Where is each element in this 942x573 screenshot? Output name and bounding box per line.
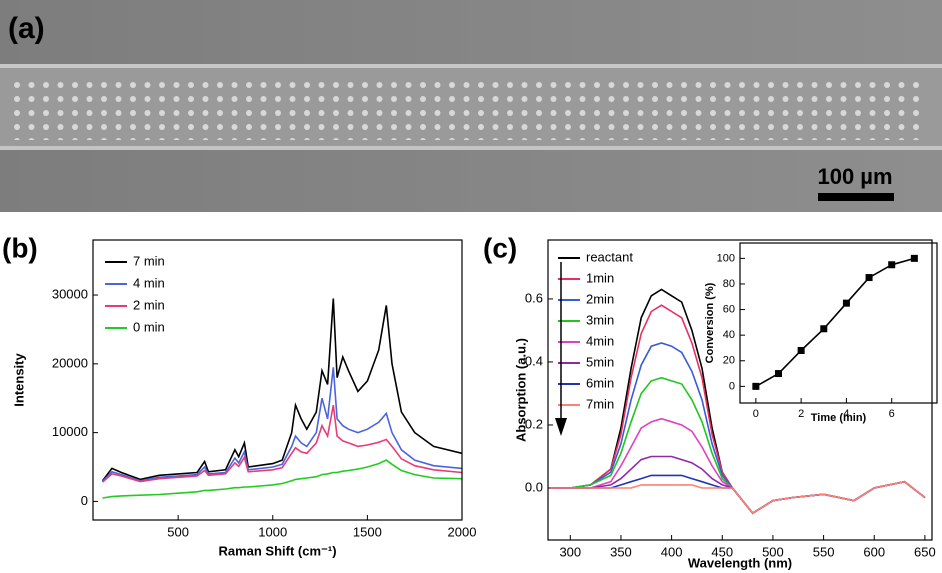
y-tick-label: 100 [717, 252, 735, 264]
legend-label: 2 min [133, 297, 165, 312]
y-tick-label: 0.0 [525, 479, 543, 494]
y-tick-label: 0 [729, 380, 735, 392]
series-line [755, 257, 915, 388]
legend-label: 6min [586, 375, 614, 390]
x-tick-label: 2000 [448, 524, 477, 539]
marker [865, 274, 873, 282]
panel-label: (c) [483, 232, 517, 263]
channel-edge [0, 64, 942, 68]
x-tick-label: 6 [889, 408, 895, 420]
panel-label: (a) [8, 12, 45, 45]
legend-label: 4min [586, 333, 614, 348]
x-tick-label: 350 [610, 544, 632, 559]
scale-bar [818, 193, 894, 201]
plot-frame [547, 239, 933, 541]
marker [910, 254, 918, 262]
x-tick-label: 0 [753, 408, 759, 420]
x-tick-label: 2 [798, 408, 804, 420]
legend-label: 0 min [133, 319, 165, 334]
x-tick-label: 300 [559, 544, 581, 559]
x-tick-label: 4 [843, 408, 849, 420]
legend-label: 2min [586, 291, 614, 306]
x-tick-label: 550 [813, 544, 835, 559]
x-tick-label: 1000 [258, 524, 287, 539]
scale-bar-label: 100 µm [817, 164, 892, 189]
y-tick-label: 0 [81, 493, 88, 508]
series-line [101, 404, 462, 483]
marker [752, 382, 760, 390]
marker [774, 370, 782, 378]
arrow-head [555, 418, 567, 436]
legend-label: reactant [586, 249, 633, 264]
x-axis-label: Raman Shift (cm⁻¹) [218, 543, 336, 558]
series-line [550, 480, 926, 515]
marker [797, 347, 805, 355]
x-tick-label: 1500 [353, 524, 382, 539]
y-axis-label: Absorption (a.u.) [513, 338, 528, 442]
legend-label: 5min [586, 354, 614, 369]
y-axis-label: Intensity [11, 353, 26, 407]
x-tick-label: 500 [167, 524, 189, 539]
legend-label: 4 min [133, 275, 165, 290]
x-tick-label: 650 [914, 544, 936, 559]
series-line [101, 298, 462, 482]
y-tick-label: 20 [723, 355, 735, 367]
y-tick-label: 0.4 [525, 353, 543, 368]
marker [820, 325, 828, 333]
x-axis-label: Time (min) [811, 412, 867, 424]
chart: (c)300 350 400 450 500 550 600 6500.00.20.40.6W… [483, 232, 936, 570]
x-tick-label: 500 [762, 544, 784, 559]
series-line [550, 455, 926, 515]
series-line [101, 367, 462, 483]
series-line [102, 459, 462, 499]
marker [888, 261, 896, 269]
y-tick-label: 60 [723, 303, 735, 315]
y-tick-label: 0.6 [525, 290, 543, 305]
sem-image: (a) 100 µm [0, 0, 942, 212]
plot-frame [92, 239, 463, 521]
legend-label: 7min [586, 396, 614, 411]
legend-label: 3min [586, 312, 614, 327]
panel-label: (b) [2, 232, 38, 263]
y-tick-label: 30000 [52, 286, 88, 301]
y-axis-label: Conversion (%) [704, 282, 716, 363]
x-tick-label: 400 [661, 544, 683, 559]
series-line [550, 417, 926, 515]
channel-edge [0, 146, 942, 150]
marker [842, 299, 850, 307]
y-tick-label: 40 [723, 329, 735, 341]
y-tick-label: 0.2 [525, 416, 543, 431]
x-axis-label: Wavelength (nm) [688, 555, 792, 570]
y-tick-label: 20000 [52, 355, 88, 370]
pillar-array [10, 80, 925, 140]
legend-label: 7 min [133, 253, 165, 268]
y-tick-label: 10000 [52, 424, 88, 439]
y-tick-label: 80 [723, 278, 735, 290]
chart: (b)500 1000 1500 20000100002000030000Raman … [2, 232, 476, 558]
legend-label: 1min [586, 270, 614, 285]
x-tick-label: 450 [711, 544, 733, 559]
plot-frame [739, 242, 938, 404]
x-tick-label: 600 [863, 544, 885, 559]
